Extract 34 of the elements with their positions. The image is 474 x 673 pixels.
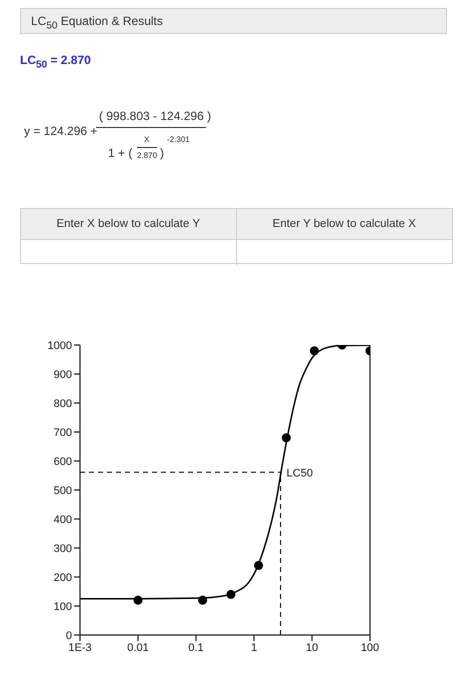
y-tick-label: 100	[54, 600, 72, 613]
text: Enter Y below to calculate X	[236, 209, 452, 240]
y-tick-label: 600	[54, 456, 72, 468]
x-tick-label: 1	[250, 642, 258, 654]
y-tick-label: 0	[66, 630, 72, 642]
x-tick-label: 10	[306, 642, 318, 654]
text: )	[160, 146, 164, 160]
y-tick-label: 400	[54, 514, 72, 526]
text: ( 998.803 - 124.296 )	[99, 109, 212, 123]
y-tick-label: 300	[54, 542, 72, 555]
y-tick-label: 1000	[48, 340, 72, 352]
text: LC$_{50}$ = 2.870	[20, 53, 91, 70]
point	[310, 346, 319, 356]
x-tick-label: 0.01	[127, 642, 149, 654]
x-tick-label: 1E-3	[68, 642, 92, 654]
y-tick-label: 900	[54, 368, 72, 381]
y-tick-label: 500	[54, 484, 72, 497]
point	[282, 433, 291, 442]
text: X	[144, 135, 150, 144]
ref-line-label: LC50	[286, 467, 313, 480]
x-tick-label: 100	[360, 642, 380, 654]
y-tick-label: 200	[54, 572, 72, 584]
point	[198, 596, 208, 605]
y-tick-label: 800	[54, 398, 72, 410]
text: -2.301	[167, 135, 190, 144]
chart-title: LC$_{50}$ Equation & Results	[31, 14, 163, 32]
text: y = 124.296 +	[24, 124, 98, 138]
text: 1 + (	[108, 146, 132, 160]
point	[254, 560, 264, 570]
x-tick-label: 0.1	[188, 642, 204, 654]
point	[226, 590, 236, 599]
y-tick-label: 700	[54, 426, 72, 439]
text: Enter X below to calculate Y	[21, 209, 236, 240]
text: 2.870	[137, 151, 158, 160]
